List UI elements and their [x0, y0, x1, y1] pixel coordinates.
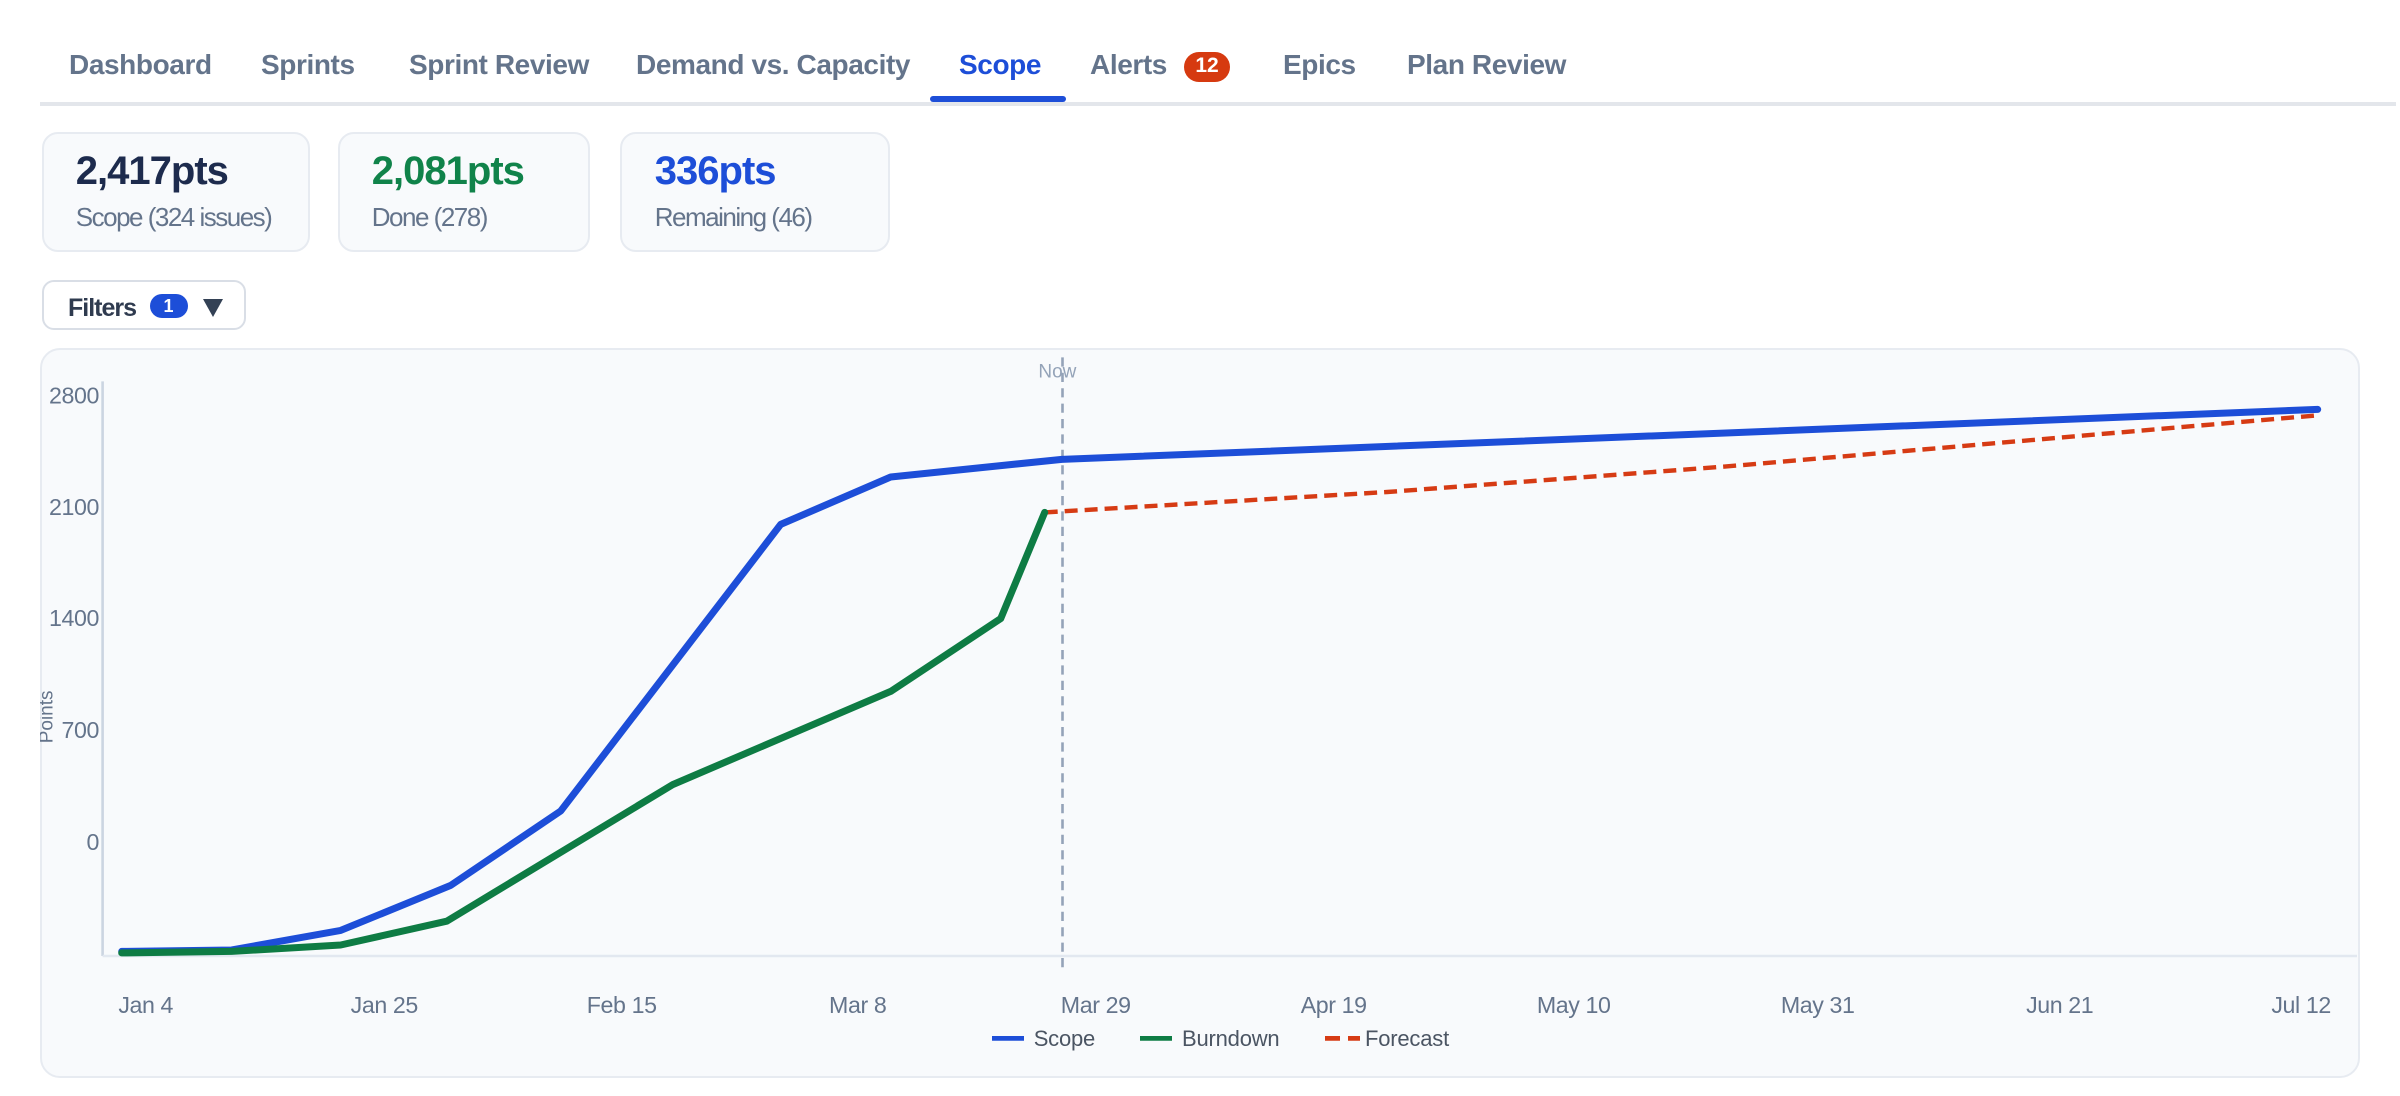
svg-text:2100: 2100 [49, 494, 99, 520]
svg-text:2800: 2800 [49, 382, 99, 408]
svg-text:Jan 4: Jan 4 [118, 992, 173, 1018]
svg-text:Mar 29: Mar 29 [1061, 992, 1131, 1018]
svg-text:Jul 12: Jul 12 [2271, 992, 2330, 1018]
svg-text:700: 700 [62, 717, 100, 743]
svg-text:Scope: Scope [1034, 1026, 1095, 1051]
svg-text:Jan 25: Jan 25 [351, 992, 418, 1018]
svg-text:1400: 1400 [49, 605, 99, 631]
svg-text:Now: Now [1038, 362, 1076, 383]
svg-text:Feb 15: Feb 15 [587, 992, 657, 1018]
svg-text:Forecast: Forecast [1365, 1026, 1449, 1051]
svg-text:Points: Points [40, 690, 57, 743]
svg-text:Apr 19: Apr 19 [1301, 992, 1367, 1018]
svg-text:Jun 21: Jun 21 [2026, 992, 2093, 1018]
svg-text:May 31: May 31 [1781, 992, 1855, 1018]
svg-text:Burndown: Burndown [1182, 1026, 1279, 1051]
svg-text:Mar 8: Mar 8 [829, 992, 886, 1018]
svg-text:0: 0 [87, 829, 100, 855]
svg-text:May 10: May 10 [1537, 992, 1611, 1018]
